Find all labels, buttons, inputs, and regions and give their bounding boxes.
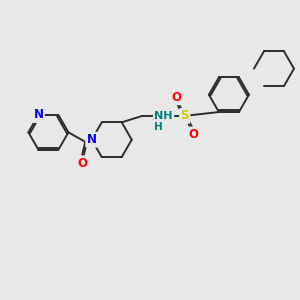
Text: N: N (33, 109, 43, 122)
Text: H: H (154, 122, 163, 132)
Text: S: S (181, 110, 189, 122)
Text: O: O (188, 128, 198, 141)
Text: N: N (87, 133, 97, 146)
Text: O: O (77, 157, 87, 170)
Text: O: O (172, 91, 182, 104)
Text: NH: NH (154, 111, 173, 121)
